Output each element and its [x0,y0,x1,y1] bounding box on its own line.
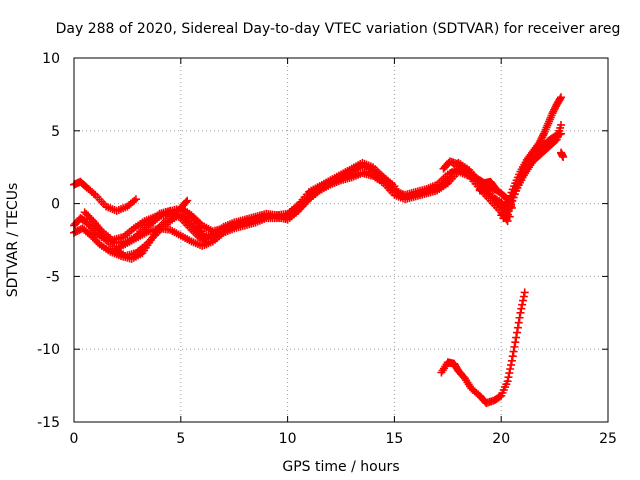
data-point [551,136,560,145]
data-point [512,333,521,342]
plot-frame [73,57,609,423]
series-track-f [112,167,399,253]
tick-marks [73,57,609,423]
y-tick-label: 5 [51,124,60,140]
x-tick-label: 5 [176,431,185,447]
x-tick-labels: 0 5 10 15 20 25 [70,431,617,447]
data-point [508,352,517,361]
data-point [535,138,544,147]
grid-lines [74,58,608,422]
data-point [505,369,514,378]
data-point [513,328,522,337]
data-point [559,153,568,162]
x-tick-label: 15 [385,431,403,447]
data-point [515,313,524,322]
data-point [490,183,499,192]
series-track-p [437,288,529,408]
data-point [507,360,516,369]
chart-title: Day 288 of 2020, Sidereal Day-to-day VTE… [56,21,621,37]
data-point [518,300,527,309]
data-point [549,107,558,116]
data-point [506,198,515,207]
x-tick-label: 25 [599,431,617,447]
data-point [131,195,140,204]
data-point [537,134,546,143]
data-point [514,318,523,327]
data-point [503,217,512,226]
data-point [511,338,520,347]
series-track-l [497,93,566,220]
data-point [538,133,547,142]
series-track-k [475,177,499,195]
data-point [556,94,565,103]
data-point [519,292,528,301]
data-point [557,120,566,129]
data-point [89,189,98,198]
data-point [536,136,545,145]
y-axis-label: SDTVAR / TECUs [5,183,21,298]
data-point [507,356,516,365]
x-tick-label: 10 [279,431,297,447]
data-point [506,365,515,374]
series-track-a [70,177,140,215]
y-tick-label: 0 [51,197,60,213]
data-point [181,198,190,207]
data-point [520,288,529,297]
x-tick-label: 20 [492,431,510,447]
data-point [513,323,522,332]
data-point [557,93,566,102]
x-axis-label: GPS time / hours [282,459,399,475]
x-tick-label: 0 [70,431,79,447]
data-point [130,196,139,205]
data-point [516,308,525,317]
y-tick-label: 10 [42,51,60,67]
data-point [510,342,519,351]
series-track-o [557,148,568,162]
data-point [550,105,559,114]
data-point [539,131,548,140]
data-point [183,196,192,205]
y-tick-labels: -15 -10 -5 0 5 10 [37,51,60,431]
data-points [70,93,568,408]
data-point [551,104,560,113]
y-tick-label: -15 [37,415,60,431]
data-point [489,182,498,191]
y-tick-label: -5 [46,269,60,285]
data-point [517,304,526,313]
y-tick-label: -10 [37,342,60,358]
data-point [518,296,527,305]
data-point [504,373,513,382]
series-track-n [501,120,566,214]
data-point [503,377,512,386]
series-track-i [176,167,512,236]
data-point [509,347,518,356]
data-point [548,109,557,118]
